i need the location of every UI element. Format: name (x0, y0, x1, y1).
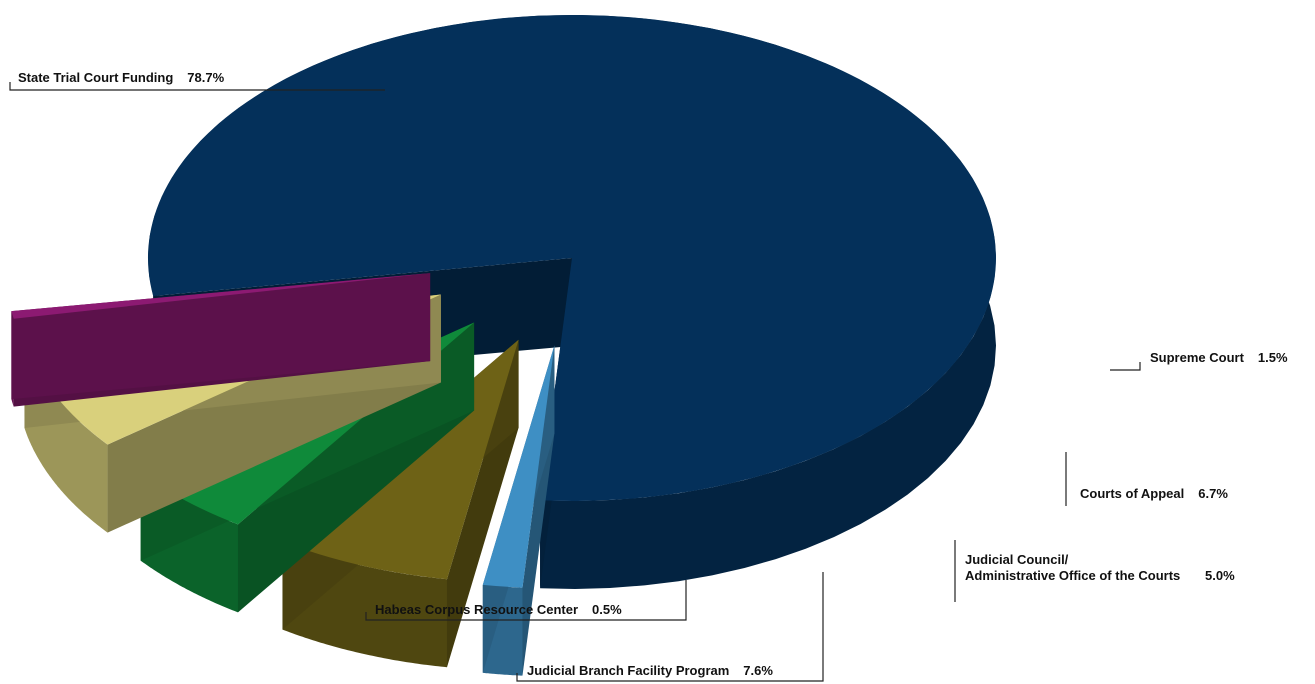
pie-slice-top (147, 14, 996, 501)
slice-label-text: State Trial Court Funding (18, 70, 173, 85)
slice-label-text: Judicial Branch Facility Program (527, 663, 729, 678)
slice-value-label: 5.0% (1205, 568, 1235, 583)
slice-label: Judicial Branch Facility Program 7.6% (516, 572, 824, 682)
slice-value-label: 6.7% (1198, 486, 1228, 501)
slice-label-text: Courts of Appeal (1080, 486, 1184, 501)
pie-slice-top (11, 273, 431, 319)
slice-label: Supreme Court 1.5% (1110, 350, 1288, 371)
slice-label: Courts of Appeal 6.7% (1065, 452, 1228, 506)
slice-value-label: 0.5% (592, 602, 622, 617)
slice-label-text: Judicial Council/ (965, 552, 1069, 567)
leader-line (9, 82, 385, 91)
pie-slice (482, 345, 555, 676)
slice-label-text: Supreme Court (1150, 350, 1245, 365)
leader-line (365, 580, 687, 621)
pie-slice-top (482, 345, 555, 588)
leader-line (1110, 362, 1141, 371)
pie-slice (11, 273, 431, 407)
slice-label: State Trial Court Funding 78.7% (9, 70, 385, 91)
slice-value-label: 7.6% (743, 663, 773, 678)
slice-label-text: Habeas Corpus Resource Center (375, 602, 578, 617)
pie-labels: State Trial Court Funding 78.7% Supreme Co… (9, 70, 1288, 682)
slice-label-text-line2: Administrative Office of the Courts (965, 568, 1180, 583)
leader-line (516, 572, 824, 682)
slice-label: Judicial Council/Administrative Office o… (954, 540, 1235, 602)
slice-value-label: 78.7% (187, 70, 224, 85)
slice-value-label: 1.5% (1258, 350, 1288, 365)
slice-label: Habeas Corpus Resource Center 0.5% (365, 580, 687, 621)
pie-slices (11, 14, 996, 676)
